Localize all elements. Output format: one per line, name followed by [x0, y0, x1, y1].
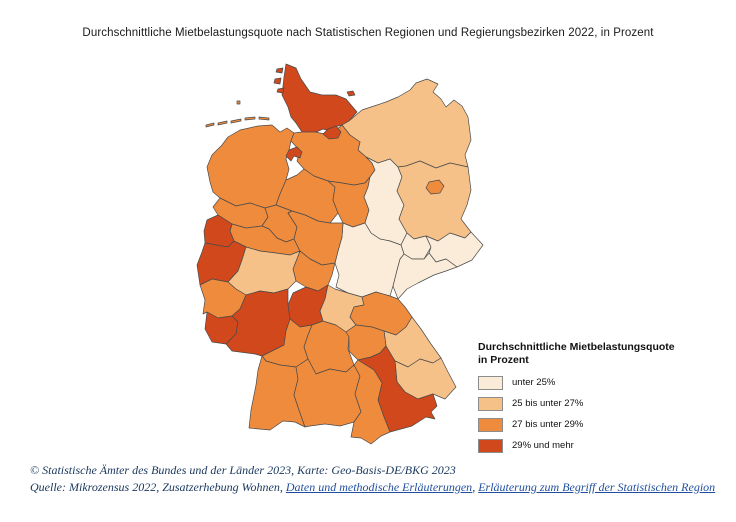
island-ostfriesland-5 — [258, 116, 270, 121]
legend-label: unter 25% — [512, 377, 556, 388]
legend-item-25-27: 25 bis unter 27% — [478, 396, 718, 411]
island-ostfriesland-1 — [205, 122, 215, 128]
legend-title: Durchschnittliche Mietbelastungsquote in… — [478, 341, 675, 366]
link-daten-erlaeuterungen[interactable]: Daten und methodische Erläuterungen — [285, 479, 473, 494]
legend-swatch-27-29 — [478, 417, 503, 432]
legend-label: 27 bis unter 29% — [512, 419, 584, 430]
region-berlin — [425, 179, 445, 195]
legend-label: 25 bis unter 27% — [512, 398, 584, 409]
island-ostfriesland-2 — [217, 120, 228, 126]
source-note: © Statistische Ämter des Bundes und der … — [30, 462, 718, 495]
copyright-line: © Statistische Ämter des Bundes und der … — [30, 463, 456, 477]
region-braunschweig — [327, 176, 371, 228]
island-nordfriesland-3 — [276, 87, 285, 94]
legend-swatch-29-plus — [478, 438, 503, 453]
legend-swatch-25-27 — [478, 396, 503, 411]
island-ostfriesland-4 — [244, 116, 256, 121]
legend-item-29-plus: 29% und mehr — [478, 438, 718, 453]
region-schwaben — [350, 359, 391, 445]
island-nordfriesland-1 — [275, 67, 284, 74]
region-hamburg — [322, 125, 342, 140]
legend-item-27-29: 27 bis unter 29% — [478, 417, 718, 432]
source-line: Quelle: Mikrozensus 2022, Zusatzerhebung… — [30, 479, 718, 496]
region-bremen — [285, 146, 303, 162]
source-prefix: Quelle: Mikrozensus 2022, Zusatzerhebung… — [30, 479, 286, 494]
germany-choropleth-map — [196, 63, 484, 445]
legend-label: 29% und mehr — [512, 440, 574, 451]
island-ostfriesland-3 — [230, 118, 242, 124]
legend-item-under-25: unter 25% — [478, 375, 718, 390]
map-legend: Durchschnittliche Mietbelastungsquote in… — [478, 341, 718, 460]
link-statistische-region[interactable]: Erläuterung zum Begriff der Statistische… — [478, 479, 716, 494]
island-nordfriesland-2 — [273, 77, 282, 85]
legend-swatch-under-25 — [478, 375, 503, 390]
map-title: Durchschnittliche Mietbelastungsquote na… — [82, 27, 654, 39]
region-chemnitz — [392, 252, 458, 300]
link-separator: , — [472, 479, 479, 494]
island-fehmarn — [346, 90, 356, 97]
region-brandenburg — [396, 160, 472, 242]
island-helgoland — [236, 100, 241, 105]
region-freiburg — [248, 355, 306, 431]
